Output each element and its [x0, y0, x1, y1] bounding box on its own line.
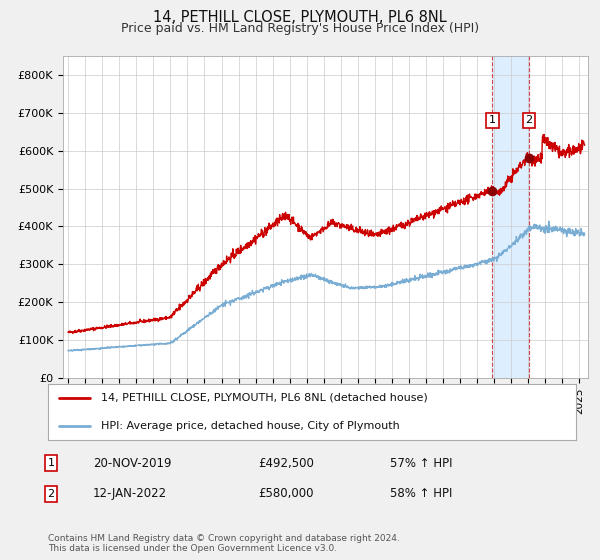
Text: 14, PETHILL CLOSE, PLYMOUTH, PL6 8NL (detached house): 14, PETHILL CLOSE, PLYMOUTH, PL6 8NL (de… — [101, 393, 428, 403]
Text: Contains HM Land Registry data © Crown copyright and database right 2024.
This d: Contains HM Land Registry data © Crown c… — [48, 534, 400, 553]
Bar — [493, 56, 529, 378]
Text: 58% ↑ HPI: 58% ↑ HPI — [390, 487, 452, 501]
Text: 20-NOV-2019: 20-NOV-2019 — [93, 456, 172, 470]
Text: 14, PETHILL CLOSE, PLYMOUTH, PL6 8NL: 14, PETHILL CLOSE, PLYMOUTH, PL6 8NL — [153, 10, 447, 25]
Text: HPI: Average price, detached house, City of Plymouth: HPI: Average price, detached house, City… — [101, 421, 400, 431]
Text: 1: 1 — [47, 458, 55, 468]
Text: 12-JAN-2022: 12-JAN-2022 — [93, 487, 167, 501]
Text: 2: 2 — [526, 115, 533, 125]
Text: 1: 1 — [489, 115, 496, 125]
Text: 2: 2 — [47, 489, 55, 499]
Text: 57% ↑ HPI: 57% ↑ HPI — [390, 456, 452, 470]
Text: Price paid vs. HM Land Registry's House Price Index (HPI): Price paid vs. HM Land Registry's House … — [121, 22, 479, 35]
Text: £580,000: £580,000 — [258, 487, 314, 501]
Text: £492,500: £492,500 — [258, 456, 314, 470]
